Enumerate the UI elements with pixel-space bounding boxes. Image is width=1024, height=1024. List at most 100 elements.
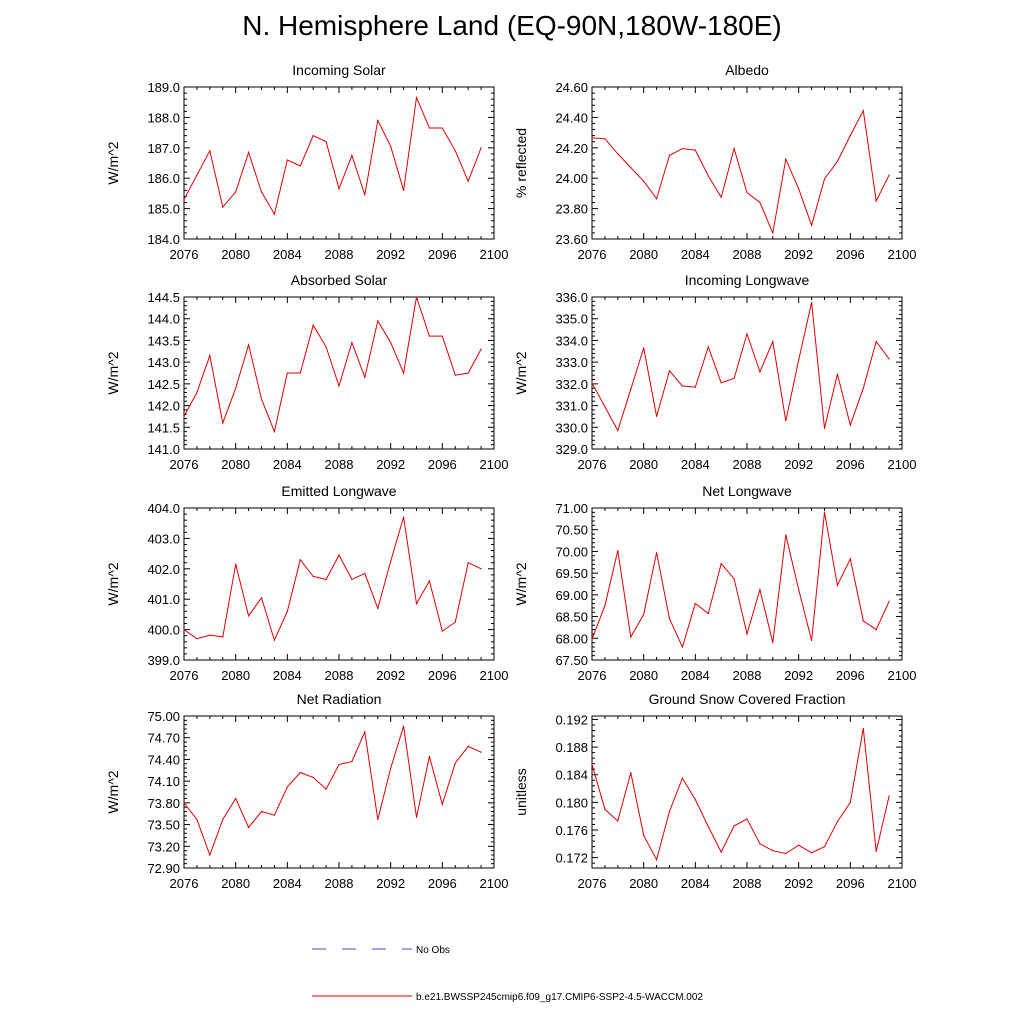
chart-1-data-point [364, 194, 366, 196]
chart-2-data-point [694, 149, 696, 151]
chart-8-data-point [668, 810, 671, 812]
chart-8-data-point [694, 799, 696, 801]
chart-6-data-point [823, 511, 826, 513]
chart-2-data-point [785, 158, 787, 160]
chart-4-ylabel: W/m^2 [513, 351, 529, 394]
chart-8-data-point [836, 821, 839, 823]
chart-8-data-point [707, 825, 709, 828]
chart-7-xtick-label: 2076 [170, 876, 199, 891]
chart-6-ylabel: W/m^2 [513, 562, 529, 605]
chart-1-data-point [222, 206, 224, 208]
chart-7-data-point [441, 803, 443, 805]
chart-7-data-point [222, 818, 224, 821]
chart-panel-7: Net Radiation W/m^2 2076 2080 2084 2088 2092 20… [105, 691, 508, 891]
chart-6-data-point [746, 633, 748, 635]
chart-2-data-point [798, 188, 800, 190]
chart-6-xtick-label: 2080 [629, 668, 658, 683]
chart-4-ytick-label: 330.0 [555, 420, 588, 435]
chart-5-data-point [454, 621, 456, 623]
chart-7-data-point [480, 751, 482, 753]
chart-5-ytick-label: 399.0 [147, 653, 180, 668]
legend-obs-label: No Obs [416, 945, 450, 956]
chart-3-xtick-label: 2100 [480, 457, 509, 472]
chart-2-xtick-label: 2096 [836, 247, 865, 262]
chart-8-data-point [810, 852, 813, 854]
chart-1-xtick-label: 2084 [273, 247, 302, 262]
chart-2-xtick-label: 2080 [629, 247, 658, 262]
chart-1-ytick-label: 188.0 [147, 110, 180, 125]
chart-6-data-point [862, 620, 864, 622]
chart-2-ytick-label: 24.40 [555, 110, 588, 125]
chart-8-data-point [655, 859, 658, 861]
chart-5-data-point [325, 578, 327, 581]
chart-5-frame [183, 507, 495, 661]
chart-2-xtick-label: 2076 [578, 247, 607, 262]
chart-2-frame [591, 86, 903, 240]
chart-7-data-point [377, 818, 379, 821]
chart-panel-6: Net Longwave W/m^2 2076 2080 2084 2088 2092 209… [513, 483, 916, 683]
chart-4-xtick-label: 2092 [784, 457, 813, 472]
chart-2-ytick-label: 24.00 [555, 171, 588, 186]
chart-1-data-point [402, 189, 405, 191]
chart-7-data-point [390, 767, 392, 769]
chart-6-data-point [836, 584, 839, 586]
chart-2-data-point [875, 200, 877, 202]
chart-5-data-point [351, 578, 353, 581]
chart-8-data-point [862, 727, 864, 730]
chart-3-ylabel: W/m^2 [105, 351, 121, 394]
chart-3-ytick-label: 141.5 [147, 420, 180, 435]
chart-1-data-point [338, 188, 340, 190]
chart-1-data-point [454, 150, 456, 152]
chart-4-data-point [772, 340, 774, 343]
chart-8-frame [591, 715, 903, 869]
chart-1-data-point [260, 191, 263, 193]
chart-1-data-point [196, 174, 198, 176]
chart-3-data-point [390, 342, 392, 344]
chart-2-data-point [681, 147, 684, 150]
chart-6-xtick-label: 2096 [836, 668, 865, 683]
chart-1-data-point [415, 97, 418, 99]
chart-2-data-point [655, 198, 658, 200]
chart-4-ytick-label: 329.0 [555, 442, 588, 457]
chart-3-data-point [209, 355, 211, 357]
chart-panel-4: Incoming Longwave W/m^2 2076 2080 2084 2088 20… [513, 272, 916, 472]
chart-4-data-point [798, 359, 800, 361]
chart-8-xtick-label: 2080 [629, 876, 658, 891]
chart-panel-2: Albedo % reflected 2076 2080 2084 2088 2092 209… [513, 62, 916, 262]
chart-8-data-point [617, 820, 619, 822]
chart-6-ytick-label: 67.50 [555, 653, 588, 668]
chart-3-xtick-label: 2088 [325, 457, 354, 472]
chart-6-series-line [591, 512, 890, 649]
chart-panels: Incoming Solar W/m^2 2076 2080 2084 2088 2092 2… [105, 62, 916, 891]
chart-7-data-point [183, 802, 185, 804]
chart-3-data-point [441, 335, 443, 337]
chart-6-data-point [707, 612, 709, 615]
chart-2-data-point [604, 138, 606, 140]
chart-5-data-point [260, 597, 263, 599]
chart-5-xtick-label: 2076 [170, 668, 199, 683]
chart-5-data-point [338, 554, 340, 556]
chart-3-ytick-label: 143.5 [147, 333, 180, 348]
chart-8-data-point [604, 808, 606, 810]
chart-3-frame [183, 296, 495, 450]
chart-6-xtick-label: 2084 [681, 668, 710, 683]
chart-3-xtick-label: 2076 [170, 457, 199, 472]
chart-2-xtick-label: 2088 [733, 247, 762, 262]
chart-1-data-point [325, 141, 327, 143]
chart-3-data-point [428, 335, 431, 337]
chart-1-xtick-label: 2088 [325, 247, 354, 262]
chart-2-data-point [823, 178, 826, 180]
chart-4-ytick-label: 334.0 [555, 333, 588, 348]
chart-7-data-point [454, 762, 456, 764]
chart-8-data-point [681, 777, 684, 779]
chart-8-xtick-label: 2088 [733, 876, 762, 891]
chart-8-ytick-label: 0.176 [555, 823, 588, 838]
chart-5-data-point [428, 580, 431, 582]
chart-8-ytick-label: 0.192 [555, 712, 588, 727]
chart-2-data-point [862, 109, 864, 112]
chart-7-data-point [364, 731, 366, 733]
chart-5-data-point [235, 563, 237, 565]
chart-1-ytick-label: 189.0 [147, 80, 180, 95]
chart-3-data-point [299, 372, 301, 374]
chart-7-data-point [325, 788, 327, 790]
